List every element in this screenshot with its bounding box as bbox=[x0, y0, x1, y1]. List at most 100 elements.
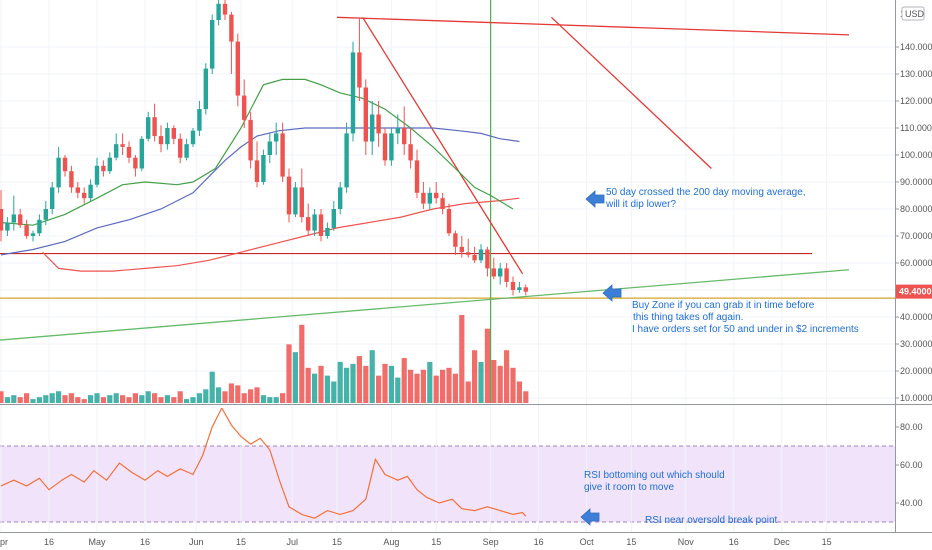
candle-body bbox=[242, 95, 247, 120]
volume-bar bbox=[484, 328, 490, 403]
candle-body bbox=[517, 287, 522, 290]
candle bbox=[318, 209, 324, 242]
volume-bar bbox=[120, 395, 126, 403]
candle bbox=[178, 133, 183, 164]
volume-bar bbox=[369, 350, 375, 403]
volume-bar bbox=[152, 393, 158, 403]
volume-bar bbox=[260, 395, 266, 403]
volume-bar bbox=[203, 389, 209, 403]
candle bbox=[165, 122, 170, 150]
candle bbox=[408, 128, 413, 169]
candle-body bbox=[312, 214, 317, 231]
candle-body bbox=[331, 209, 336, 228]
candle bbox=[325, 222, 330, 239]
volume-bar bbox=[420, 369, 426, 403]
price-tick-label: 110.0000 bbox=[900, 123, 932, 133]
volume-bar bbox=[30, 399, 36, 403]
last-price-badge bbox=[896, 284, 932, 299]
candle bbox=[427, 187, 432, 209]
volume-bar bbox=[472, 350, 478, 403]
candle-body bbox=[504, 268, 509, 282]
price-tick-label: 100.0000 bbox=[900, 150, 932, 160]
volume-bar bbox=[113, 393, 119, 403]
volume-bar bbox=[523, 391, 529, 403]
red-right-trendline bbox=[550, 16, 712, 169]
candle bbox=[293, 182, 298, 218]
candle bbox=[523, 284, 528, 296]
candle bbox=[126, 141, 132, 164]
time-tick-label: Jul bbox=[286, 537, 298, 547]
candle-body bbox=[370, 114, 375, 142]
time-tick-label: Sep bbox=[483, 537, 499, 547]
candle bbox=[146, 111, 151, 142]
candle-body bbox=[18, 214, 23, 226]
candle-body bbox=[158, 136, 164, 145]
candle-body bbox=[395, 128, 400, 134]
red-descending-trendline bbox=[362, 16, 524, 275]
volume-bar bbox=[248, 389, 254, 403]
time-tick-label: 15 bbox=[822, 537, 832, 547]
candle bbox=[478, 244, 484, 263]
volume-bar bbox=[81, 399, 87, 403]
candle bbox=[350, 41, 356, 142]
volume-bar bbox=[107, 395, 113, 403]
candle-body bbox=[184, 144, 189, 158]
candle-body bbox=[229, 14, 234, 42]
candle bbox=[267, 133, 272, 164]
candle bbox=[382, 128, 388, 166]
price-tick-label: 80.0000 bbox=[900, 204, 932, 214]
volume-bar bbox=[286, 344, 292, 403]
volume-bar bbox=[318, 365, 324, 403]
volume-bar bbox=[504, 350, 510, 403]
candle bbox=[43, 200, 48, 226]
candle bbox=[363, 79, 368, 155]
volume-bar bbox=[75, 397, 81, 403]
volume-bar bbox=[350, 363, 356, 403]
candle-body bbox=[498, 268, 503, 277]
candle-body bbox=[94, 165, 100, 185]
volume-bar bbox=[388, 365, 394, 403]
volume-bar bbox=[56, 391, 62, 403]
candle-body bbox=[485, 249, 490, 269]
candle bbox=[242, 79, 247, 128]
candle-body bbox=[165, 128, 170, 145]
candle-body bbox=[357, 52, 362, 88]
volume-bar bbox=[497, 365, 503, 403]
time-tick-label: May bbox=[88, 537, 106, 547]
moving-averages bbox=[0, 78, 520, 272]
candle bbox=[261, 149, 266, 185]
volume-bar bbox=[299, 324, 305, 403]
candle-body bbox=[440, 198, 445, 209]
candle bbox=[0, 190, 4, 242]
candle-body bbox=[107, 157, 112, 172]
volume-bar bbox=[190, 397, 196, 403]
volume-bar bbox=[216, 387, 222, 403]
volume-bar bbox=[452, 373, 458, 403]
candle bbox=[5, 217, 10, 236]
candle bbox=[338, 182, 343, 215]
candle-body bbox=[510, 281, 516, 290]
candle bbox=[376, 101, 381, 147]
candle-body bbox=[88, 184, 93, 199]
candle-body bbox=[523, 287, 528, 292]
candle bbox=[101, 160, 106, 177]
buy-note-line: Buy Zone if you can grab it in time befo… bbox=[632, 300, 815, 311]
volume-bar bbox=[177, 391, 183, 403]
candle-body bbox=[216, 3, 221, 21]
candle-body bbox=[318, 214, 324, 236]
volume-bar bbox=[401, 358, 407, 403]
time-tick-label: Aug bbox=[383, 537, 399, 547]
volume-bar bbox=[132, 393, 138, 403]
candle bbox=[229, 11, 234, 74]
volume-bar bbox=[228, 383, 234, 403]
candle bbox=[56, 146, 61, 193]
time-tick-label: 16 bbox=[729, 537, 739, 547]
volume-bar bbox=[43, 395, 49, 403]
candle bbox=[504, 263, 509, 288]
candle bbox=[30, 230, 36, 242]
volume-bar bbox=[24, 393, 30, 403]
trendlines bbox=[0, 16, 850, 341]
volume-bar bbox=[408, 369, 414, 403]
candle bbox=[107, 152, 112, 174]
volume-bar bbox=[459, 315, 465, 403]
